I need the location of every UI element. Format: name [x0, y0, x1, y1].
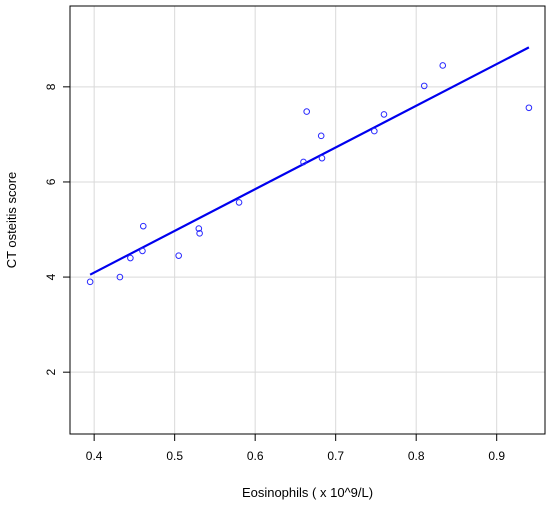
data-point: [303, 108, 310, 115]
data-point: [300, 158, 307, 166]
x-tick-label: 0.7: [327, 449, 344, 463]
y-tick-label: 8: [44, 83, 58, 90]
fit-line-group: [89, 46, 530, 276]
x-tick-label: 0.5: [166, 449, 183, 463]
y-axis-label: CT osteitis score: [4, 172, 19, 269]
data-point: [371, 127, 378, 135]
grid-lines: [70, 6, 545, 434]
plot-frame: [69, 5, 546, 435]
data-point: [139, 222, 147, 230]
data-point: [196, 230, 203, 237]
data-point: [317, 132, 325, 140]
x-tick-label: 0.6: [247, 449, 264, 463]
data-point: [175, 252, 182, 259]
y-tick-label: 6: [44, 178, 58, 185]
data-point: [439, 62, 447, 69]
data-point: [127, 254, 134, 262]
data-point: [525, 104, 533, 112]
data-point: [139, 247, 146, 255]
y-axis: 2 4 6 8: [44, 83, 70, 376]
data-point: [235, 199, 243, 206]
regression-line: [89, 46, 530, 276]
x-axis-label: Eosinophils ( x 10^9/L): [242, 485, 373, 500]
x-tick-label: 0.4: [86, 449, 103, 463]
x-tick-label: 0.9: [488, 449, 505, 463]
y-tick-label: 4: [44, 273, 58, 280]
data-point: [86, 278, 94, 286]
data-point: [116, 273, 124, 281]
data-points: [86, 62, 533, 286]
data-point: [318, 154, 326, 162]
data-point: [380, 111, 388, 118]
y-tick-label: 2: [44, 369, 58, 376]
x-tick-label: 0.8: [408, 449, 425, 463]
x-axis: 0.4 0.5 0.6 0.7 0.8 0.9: [86, 434, 505, 463]
data-point: [420, 82, 428, 90]
data-point: [195, 225, 203, 232]
